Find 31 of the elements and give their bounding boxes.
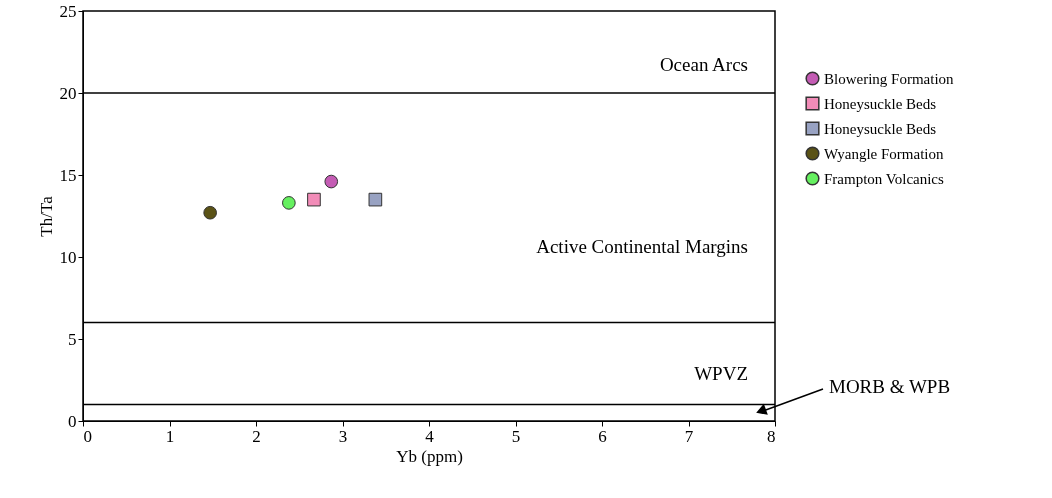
x-tick-label: 1 — [165, 426, 175, 446]
point — [307, 192, 321, 207]
legend-label: Frampton Volcanics — [824, 170, 945, 187]
annotation: Active Continental Margins — [536, 236, 748, 257]
point — [368, 192, 383, 207]
x-tick-label: 6 — [598, 426, 607, 446]
annotation: Ocean Arcs — [659, 54, 748, 75]
y-axis-title: Th/Ta — [36, 195, 56, 237]
point — [282, 196, 296, 210]
legend-label: Blowering Formation — [824, 70, 955, 87]
legend-label: Honeysuckle Beds — [824, 120, 937, 137]
y-tick-label: 25 — [59, 1, 77, 21]
x-tick-label: 2 — [252, 426, 261, 446]
legend-label: Honeysuckle Beds — [824, 95, 937, 112]
y-tick-label: 0 — [68, 411, 77, 431]
y-tick-label: 20 — [59, 83, 77, 103]
y-tick-label: 5 — [68, 329, 77, 349]
y-tick-label: 10 — [59, 247, 77, 267]
point — [324, 174, 339, 189]
x-tick-label: 3 — [338, 426, 348, 446]
text: MORB & WPB — [829, 376, 951, 397]
y-tick-label: 15 — [59, 165, 77, 185]
x-axis-title: Yb (ppm) — [396, 446, 463, 466]
x-tick-label: 5 — [511, 426, 521, 446]
x-tick-label: 8 — [767, 426, 776, 446]
legend-label: Wyangle Formation — [824, 145, 944, 162]
annotation: WPVZ — [694, 363, 748, 384]
point — [203, 205, 217, 220]
x-tick-label: 4 — [425, 426, 435, 446]
x-tick-label: 7 — [684, 426, 694, 446]
x-tick-label: 0 — [83, 426, 92, 446]
